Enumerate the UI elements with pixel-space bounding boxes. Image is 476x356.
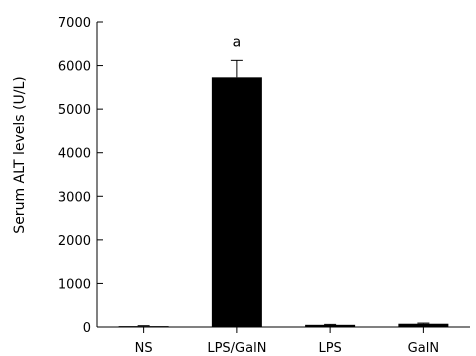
y-tick-label: 1000 [58, 277, 91, 292]
bar [398, 323, 449, 327]
bars [118, 77, 449, 328]
significance-label: a [233, 34, 242, 50]
y-tick-label: 7000 [58, 16, 91, 31]
bar [305, 324, 356, 327]
y-tick-label: 3000 [58, 190, 91, 205]
axes: 0 1000 2000 3000 4000 5000 6000 7000 NS LPS/GalN L… [58, 16, 470, 356]
x-tick-label: LPS/GalN [207, 341, 266, 356]
error-bar [417, 322, 430, 324]
x-tick-label: LPS [318, 341, 341, 356]
y-tick-label: 0 [83, 321, 91, 336]
annotations: a [233, 34, 242, 50]
bar [118, 326, 169, 328]
error-bars [137, 59, 430, 327]
y-axis-title: Serum ALT levels (U/L) [12, 76, 28, 233]
y-tick-label: 5000 [58, 103, 91, 118]
x-tick-label: NS [135, 341, 153, 356]
x-tick-label: GalN [408, 341, 439, 356]
y-tick-label: 4000 [58, 147, 91, 162]
y-tick-label: 6000 [58, 60, 91, 75]
y-tick-label: 2000 [58, 234, 91, 249]
error-bar [230, 59, 243, 78]
bar [211, 77, 262, 327]
